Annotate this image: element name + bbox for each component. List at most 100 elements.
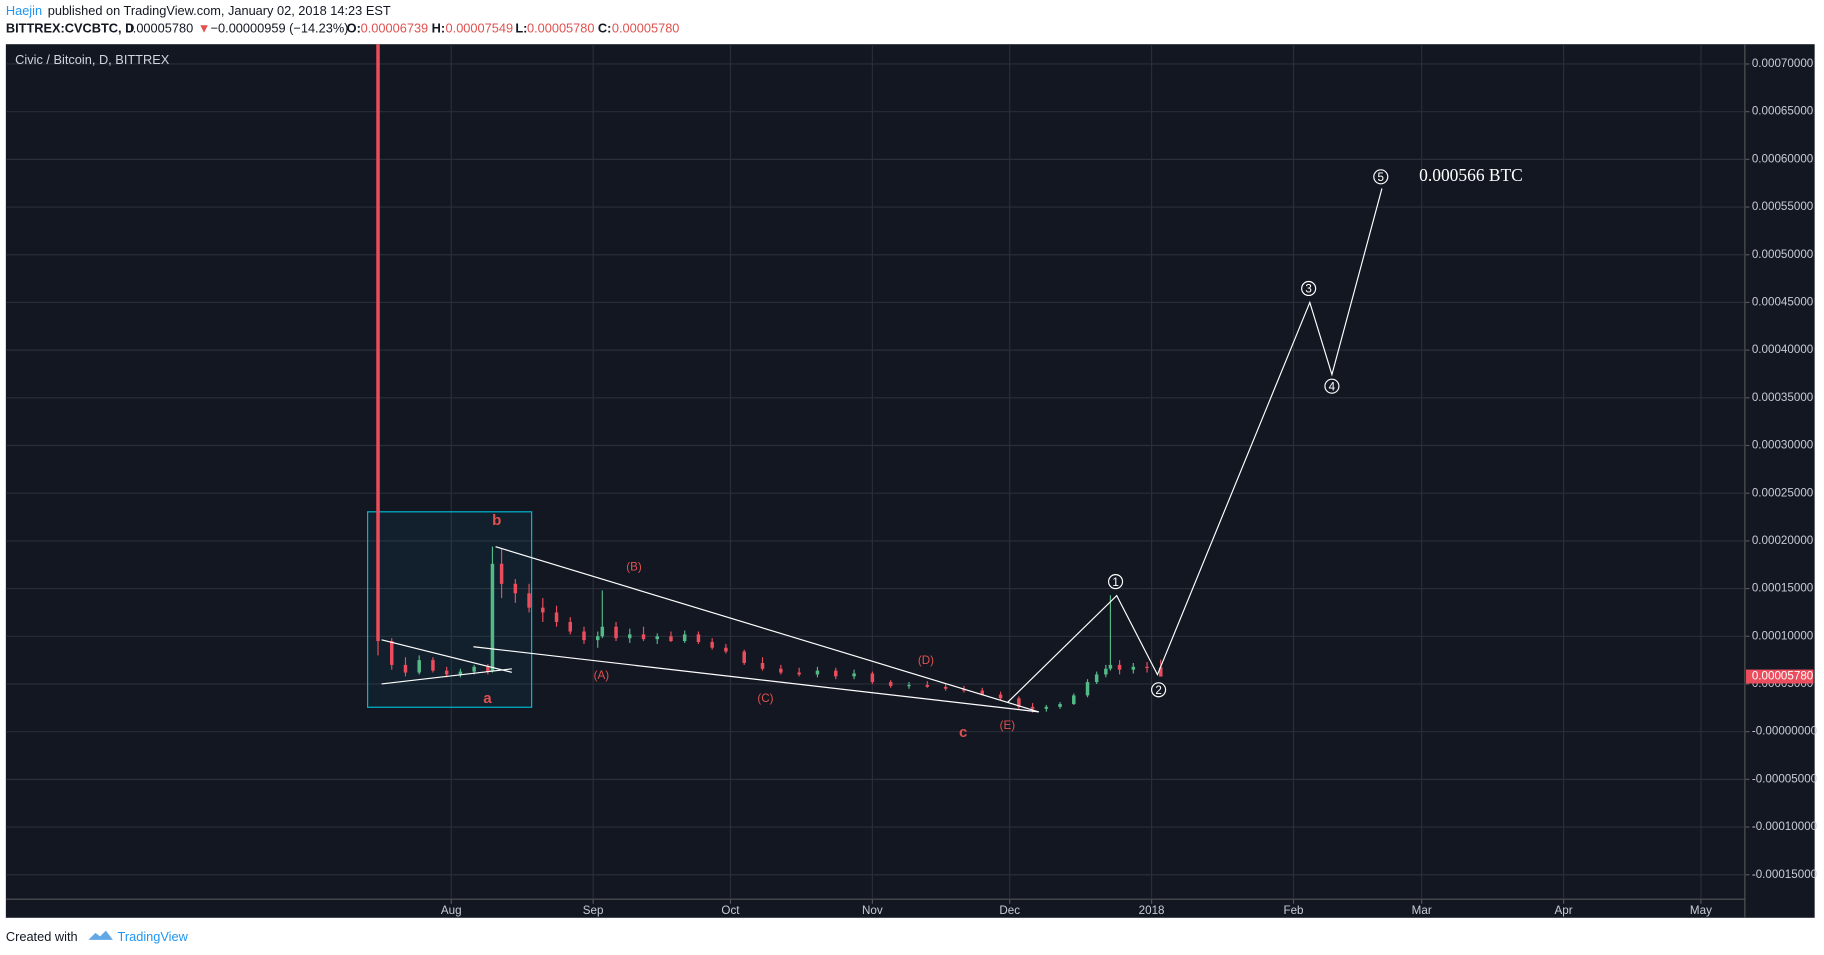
candle-body [1017, 698, 1021, 707]
candle-body [431, 660, 435, 671]
y-tick-label: 0.00015000 [1752, 582, 1814, 595]
wave-label: a [483, 690, 492, 707]
price: 0.00005780 [126, 20, 194, 35]
trend-line [381, 639, 512, 673]
y-tick-label: 0.00010000 [1752, 629, 1814, 642]
candle-body [742, 651, 746, 663]
candle-body [870, 673, 875, 683]
created-with: Created with [6, 929, 78, 944]
candle-body [834, 670, 838, 677]
symbol: BITTREX:CVCBTC, D [6, 20, 135, 35]
x-tick-label: Mar [1412, 904, 1432, 917]
candle-body [1145, 666, 1149, 668]
candle-body [486, 666, 490, 672]
x-tick-label: Feb [1283, 904, 1303, 917]
candle-body [1044, 706, 1049, 709]
candle-body [614, 626, 618, 639]
wave-label: b [492, 512, 501, 529]
wave-circle [1151, 682, 1167, 698]
x-tick-label: Nov [862, 904, 883, 917]
candle-body [595, 636, 600, 641]
candle-body [779, 668, 783, 673]
target-label: 0.000566 BTC [1419, 165, 1523, 185]
trend-line [381, 668, 512, 685]
candle-body [760, 662, 765, 669]
grid [5, 44, 1745, 900]
y-tick-label: 0.00045000 [1752, 296, 1814, 309]
last-price-tag [1746, 669, 1814, 684]
wave-label: (A) [594, 669, 610, 682]
brand[interactable]: TradingView [118, 929, 189, 944]
candle-body [641, 634, 646, 640]
wave-path [1006, 188, 1383, 703]
y-tick-label: 0.00055000 [1752, 200, 1814, 213]
y-tick-label: 0.00030000 [1752, 439, 1814, 452]
chart-background [5, 44, 1815, 918]
candle-body [815, 670, 820, 675]
candle-body [724, 647, 728, 652]
candle-body [980, 690, 984, 695]
published: published on TradingView.com, January 02… [48, 3, 391, 18]
candle-body [797, 672, 801, 675]
candle-body [582, 631, 586, 641]
y-tick-label: 0.00060000 [1752, 152, 1814, 165]
wave-number: 4 [1329, 380, 1336, 393]
wave-label: c [959, 724, 967, 741]
candle-body [499, 563, 504, 584]
x-tick-label: Apr [1555, 904, 1573, 917]
wave-circle [1301, 280, 1317, 297]
y-tick-label: 0.00065000 [1752, 105, 1814, 118]
candle-body [568, 621, 573, 632]
h: 0.00007549 [446, 20, 514, 35]
candle-body [389, 641, 394, 665]
drawings: b a c (A) (B) (C) (D) (E) 1 2 3 4 5 0.00… [381, 165, 1523, 741]
candle-body [1131, 666, 1136, 670]
x-tick-label: Aug [441, 904, 462, 917]
wave-label: (B) [626, 561, 642, 574]
author[interactable]: Haejin [6, 3, 42, 18]
logo [88, 930, 113, 940]
candle-body [682, 634, 687, 642]
candle-body [655, 636, 659, 640]
y-tick-label: 0.00050000 [1752, 248, 1814, 261]
wave-circle [1373, 169, 1389, 185]
y-tick-label: -0.00000000 [1752, 725, 1818, 738]
candle-body [1072, 695, 1076, 705]
x-tick-label: Dec [999, 904, 1020, 917]
y-tick-label: 0.00025000 [1752, 486, 1814, 499]
candle-body [888, 682, 893, 686]
candle-body [472, 666, 476, 672]
wave-number: 1 [1112, 576, 1118, 589]
candle-body [554, 612, 559, 622]
candle-body [403, 664, 408, 673]
l-label: L: [515, 20, 527, 35]
candle-body [998, 694, 1003, 699]
h-label: H: [432, 20, 446, 35]
candle-body [943, 686, 948, 689]
candle-body [1085, 682, 1090, 696]
l: 0.00005780 [527, 20, 595, 35]
y-tick-label: 0.00070000 [1752, 57, 1814, 70]
candle-body [490, 563, 495, 672]
trend-line [473, 646, 1039, 713]
candle-body [417, 660, 421, 673]
footer: Created with TradingView [6, 929, 189, 944]
arrow: ▼ [198, 20, 211, 35]
y-tick-label: 0.00040000 [1752, 343, 1814, 356]
candle-body [376, 44, 380, 642]
symbol-line: BITTREX:CVCBTC, D 0.00005780 ▼ −0.000009… [6, 20, 680, 35]
candle-body [1108, 664, 1113, 669]
o: 0.00006739 [361, 20, 429, 35]
x-tick-label: May [1690, 904, 1712, 917]
candle-body [444, 670, 449, 675]
trend-line [495, 546, 1039, 713]
c-label: C: [598, 20, 612, 35]
candle-body [628, 634, 632, 639]
candle-body [1117, 664, 1122, 670]
candle-body [1058, 704, 1062, 707]
candle-body [1030, 706, 1035, 709]
candle-body [925, 684, 930, 687]
candle-body [710, 642, 714, 648]
